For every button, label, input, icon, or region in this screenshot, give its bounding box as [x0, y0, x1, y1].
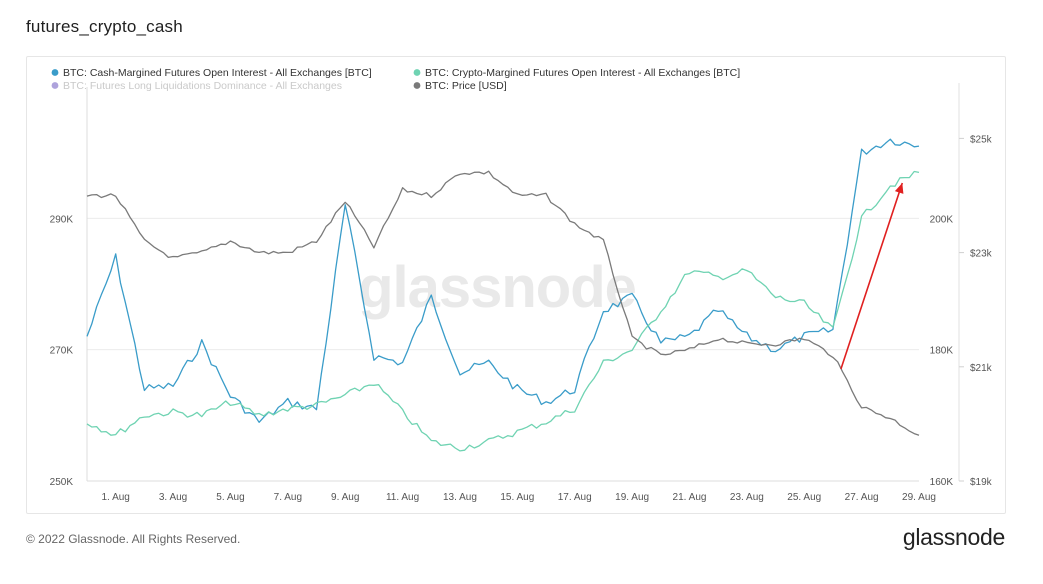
x-tick-label: 11. Aug: [386, 492, 419, 503]
series-line-0: [86, 138, 920, 423]
legend-label: BTC: Cash-Margined Futures Open Interest…: [63, 67, 372, 79]
legend-marker: [51, 69, 59, 76]
y-left-tick-label: 250K: [50, 477, 74, 488]
x-tick-label: 27. Aug: [845, 492, 879, 503]
y-right-outer-tick-label: $25k: [970, 134, 993, 145]
x-tick-label: 21. Aug: [673, 492, 707, 503]
page-title: futures_crypto_cash: [26, 17, 183, 36]
series-line-1: [86, 170, 920, 452]
y-right-outer-tick-label: $23k: [970, 249, 993, 260]
y-right-inner-tick-label: 200K: [930, 214, 954, 225]
y-right-outer-tick-label: $19k: [970, 477, 993, 488]
x-tick-label: 9. Aug: [331, 492, 359, 503]
y-left-tick-label: 290K: [50, 214, 74, 225]
legend-label: BTC: Crypto-Margined Futures Open Intere…: [425, 67, 740, 79]
legend-marker: [51, 82, 59, 89]
red-arrow-head: [894, 183, 904, 194]
x-tick-label: 5. Aug: [216, 492, 244, 503]
red-arrow-line: [840, 182, 904, 370]
x-tick-label: 1. Aug: [102, 492, 130, 503]
legend-marker: [413, 82, 421, 89]
x-tick-label: 17. Aug: [558, 492, 592, 503]
legend-label: BTC: Price [USD]: [425, 80, 507, 92]
y-right-inner-tick-label: 180K: [930, 346, 954, 357]
legend-label: BTC: Futures Long Liquidations Dominance…: [63, 80, 342, 92]
x-tick-label: 7. Aug: [274, 492, 302, 503]
legend-marker: [413, 69, 421, 76]
y-right-inner-tick-label: 160K: [930, 477, 954, 488]
x-tick-label: 15. Aug: [500, 492, 534, 503]
glassnode-logo[interactable]: glassnode: [902, 524, 1005, 550]
copyright-text: © 2022 Glassnode. All Rights Reserved.: [26, 532, 241, 546]
chart-panel: glassnode 250K 270K 290K 160K 180K 200K $19k $21…: [26, 56, 1006, 514]
x-tick-label: 29. Aug: [902, 492, 936, 503]
x-tick-label: 13. Aug: [443, 492, 477, 503]
y-left-tick-label: 270K: [50, 346, 74, 357]
watermark-text: glassnode: [358, 255, 636, 320]
x-tick-label: 25. Aug: [787, 492, 821, 503]
x-tick-label: 23. Aug: [730, 492, 764, 503]
chart: glassnode 250K 270K 290K 160K 180K 200K $19k $21…: [50, 67, 993, 503]
x-tick-label: 19. Aug: [615, 492, 649, 503]
y-right-outer-tick-label: $21k: [970, 363, 993, 374]
series-line-2: [86, 170, 920, 436]
x-tick-label: 3. Aug: [159, 492, 187, 503]
